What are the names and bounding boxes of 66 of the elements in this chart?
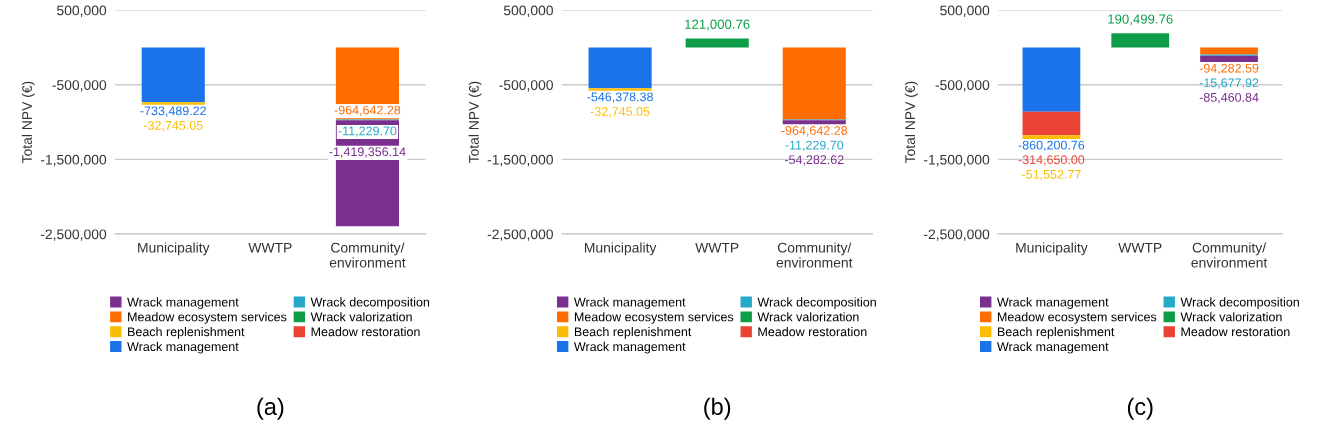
legend-label: Meadow ecosystem services	[128, 312, 287, 324]
legend-label: Meadow restoration	[758, 327, 867, 337]
data-label: -51,552.77	[1022, 169, 1081, 181]
y-tick-label: 500,000	[940, 5, 990, 17]
y-tick-label: -500,000	[935, 80, 990, 92]
y-tick-label: -1,500,000	[487, 154, 553, 167]
y-tick-label: -500,000	[499, 80, 553, 92]
y-tick-label: -2,500,000	[487, 229, 553, 241]
x-tick-label: Municipality	[1016, 242, 1088, 256]
data-label: -314,650.00	[1018, 155, 1085, 166]
x-tick-label: Municipality	[584, 242, 657, 256]
legend-label: Wrack management	[997, 341, 1109, 354]
legend-label: Wrack valorization	[757, 312, 859, 322]
data-label: 121,000.76	[685, 19, 750, 31]
y-tick-label: -2,500,000	[923, 229, 990, 241]
data-label: -860,200.76	[1018, 140, 1085, 152]
data-label: -54,282.62	[784, 155, 844, 166]
data-label: -1,419,356.14	[329, 147, 406, 158]
legend-label: Beach replenishment	[128, 327, 245, 339]
legend-label: Wrack management	[127, 297, 239, 309]
data-label: -733,489.22	[140, 106, 206, 117]
legend-label: Meadow ecosystem services	[997, 312, 1157, 324]
y-tick-label: -2,500,000	[40, 229, 107, 241]
data-label: -32,745.05	[590, 107, 650, 118]
legend-label: Wrack management	[997, 297, 1109, 309]
legend-label: Beach replenishment	[574, 327, 692, 339]
legend-label: Wrack decomposition	[757, 297, 876, 309]
data-label: -11,229.70	[338, 126, 397, 137]
text: (b)	[704, 397, 731, 420]
x-tick-label: Community/ environment	[329, 242, 406, 268]
legend-label: Wrack decomposition	[310, 297, 430, 309]
data-label: -32,745.05	[143, 120, 203, 132]
data-label: -85,460.84	[1199, 92, 1259, 104]
legend-label: Wrack decomposition	[1180, 297, 1299, 309]
legend-label: Wrack management	[573, 297, 686, 309]
legend-label: Wrack valorization	[310, 312, 412, 322]
text: (a)	[257, 397, 284, 420]
text: (c)	[1127, 397, 1153, 420]
data-label: -546,378.38	[587, 92, 653, 103]
legend-label: Meadow ecosystem services	[574, 312, 734, 324]
data-label: -964,642.28	[781, 126, 848, 137]
data-label: -11,229.70	[785, 140, 844, 151]
data-label: 190,499.76	[1108, 14, 1173, 26]
y-axis-title: Total NPV (€)	[904, 81, 918, 164]
data-label: -964,642.28	[334, 105, 401, 116]
x-tick-label: Community/ environment	[1191, 242, 1268, 268]
y-tick-label: -1,500,000	[923, 154, 990, 167]
y-tick-label: 500,000	[57, 5, 107, 17]
data-label: -94,282.59	[1199, 63, 1259, 75]
y-tick-label: 500,000	[503, 5, 553, 17]
legend-label: Beach replenishment	[997, 327, 1115, 339]
y-axis-title: Total NPV (€)	[468, 81, 482, 164]
x-tick-label: Municipality	[138, 242, 210, 256]
y-axis-title: Total NPV (€)	[21, 81, 35, 164]
legend-label: Meadow restoration	[1181, 327, 1290, 337]
legend-label: Wrack management	[573, 341, 686, 354]
y-tick-label: -1,500,000	[40, 154, 107, 167]
x-tick-label: Community/ environment	[776, 242, 853, 268]
legend-label: Wrack valorization	[1180, 312, 1282, 322]
x-tick-label: WWTP	[695, 242, 739, 253]
x-tick-label: WWTP	[1118, 242, 1162, 253]
y-tick-label: -500,000	[52, 80, 107, 92]
x-tick-label: WWTP	[248, 242, 292, 253]
legend-label: Wrack management	[127, 341, 239, 354]
legend-label: Meadow restoration	[311, 327, 420, 337]
data-label: -15,677.92	[1199, 78, 1259, 89]
